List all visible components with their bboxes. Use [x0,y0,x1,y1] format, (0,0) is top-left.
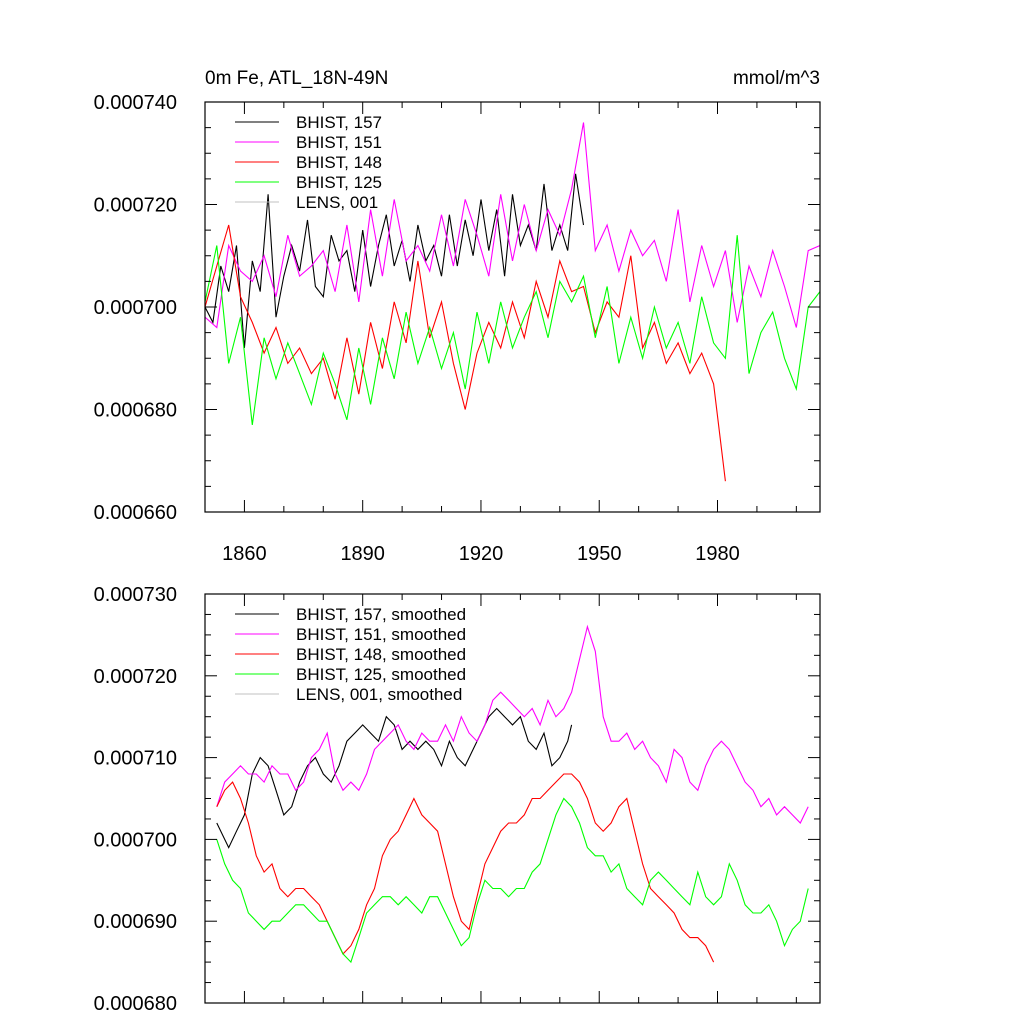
series-line-bhist-151 [205,122,820,329]
y-tick-label: 0.000720 [94,195,177,217]
series-line-bhist-148 [205,224,726,482]
y-tick-label: 0.000680 [94,993,177,1015]
legend-label: BHIST, 151, smoothed [296,625,466,644]
legend-label: LENS, 001 [296,193,378,212]
series-lines [216,624,809,964]
legend-label: BHIST, 157 [296,113,382,132]
series-line-bhist-157-smoothed [216,707,573,849]
x-tick-label: 1950 [577,543,622,565]
y-tick-label: 0.000690 [94,911,177,933]
y-tick-label: 0.000730 [94,584,177,606]
series-line-bhist-157 [205,173,585,349]
legend-label: BHIST, 125 [296,173,382,192]
y-tick-label: 0.000660 [94,502,177,524]
legend-label: BHIST, 148 [296,153,382,172]
legend-label: BHIST, 125, smoothed [296,665,466,684]
x-tick-label: 1860 [222,543,267,565]
y-tick-label: 0.000710 [94,748,177,770]
x-tick-label: 1980 [695,543,740,565]
series-line-bhist-125-smoothed [216,797,809,964]
chart-title: 0m Fe, ATL_18N-49N [205,68,388,89]
y-tick-label: 0.000700 [94,829,177,851]
units-label: mmol/m^3 [733,68,820,89]
legend-label: BHIST, 157, smoothed [296,605,466,624]
series-line-bhist-151-smoothed [216,624,809,824]
y-tick-label: 0.000680 [94,400,177,422]
x-tick-label: 1890 [340,543,385,565]
bottom-panel: 0.000680 0.000690 0.000700 0.000710 0.000720… [94,584,821,1015]
series-line-bhist-148-smoothed [216,773,715,963]
series-line-bhist-125 [205,235,820,425]
series-lines [205,122,820,482]
y-tick-label: 0.000700 [94,297,177,319]
top-panel: 0m Fe, ATL_18N-49N mmol/m^3 0.000660 0.0006… [94,68,821,565]
y-tick-label: 0.000740 [94,92,177,114]
x-tick-label: 1920 [459,543,504,565]
legend-label: LENS, 001, smoothed [296,685,462,704]
legend-label: BHIST, 151 [296,133,382,152]
legend-label: BHIST, 148, smoothed [296,645,466,664]
y-tick-label: 0.000720 [94,666,177,688]
